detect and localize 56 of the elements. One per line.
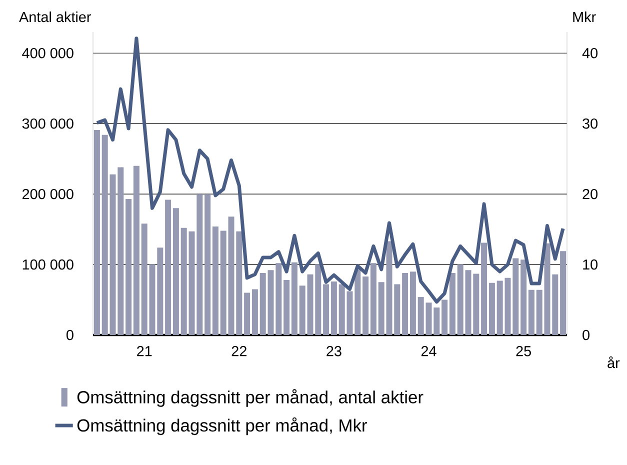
bar [520,260,527,335]
y-tick-label: 200 000 [22,188,74,200]
bar [180,228,187,335]
y-tick-label: 0 [66,330,74,340]
x-tick-label: 25 [516,346,531,356]
bar [560,251,566,335]
y2-tick-label: 30 [582,118,598,129]
x-tick-label: 23 [326,346,342,356]
bar [528,290,534,335]
bar [362,276,369,335]
bar [126,199,132,335]
bar [488,282,495,335]
bar [252,289,258,335]
bar [442,300,448,335]
bar [102,134,108,335]
y-tick-label: 100 000 [22,259,74,270]
bar [220,230,226,335]
bar [94,130,100,335]
x-tick-label: 21 [137,346,152,356]
bar [172,208,179,335]
bar [291,262,298,335]
bar [449,272,456,335]
legend-label: Omsättning dagssnitt per månad, antal aktier [77,389,424,407]
bar [212,226,218,335]
y-tick-label: 400 000 [22,48,74,58]
bar [370,263,376,335]
y2-tick-label: 10 [583,259,598,270]
bar [299,286,306,335]
y-tick-label: 300 000 [22,118,74,129]
bar [330,281,337,335]
y2-tick-label: 40 [582,48,598,58]
bar [481,242,488,335]
bar [260,272,266,335]
x-tick-label: 22 [232,346,246,356]
bar [418,296,424,335]
bar [323,284,330,335]
legend-label: Omsättning dagssnitt per månad, Mkr [77,417,367,436]
y-axis-title: Antal aktier [19,12,92,22]
bar [133,166,140,335]
bar [402,272,408,335]
bar [244,292,250,335]
y2-tick-label: 20 [582,188,598,200]
x-axis-title: år [608,356,620,368]
bar [378,282,384,335]
bar [284,280,290,335]
y2-axis-title: Mkr [573,12,596,22]
bar [410,272,416,335]
bar [204,194,211,335]
bar [496,280,503,335]
bar [457,264,464,335]
bar [165,200,172,335]
y2-tick-label: 0 [582,330,590,340]
bar [141,224,148,335]
bar [536,290,542,335]
bar [338,284,345,335]
x-tick-label: 24 [421,346,436,356]
